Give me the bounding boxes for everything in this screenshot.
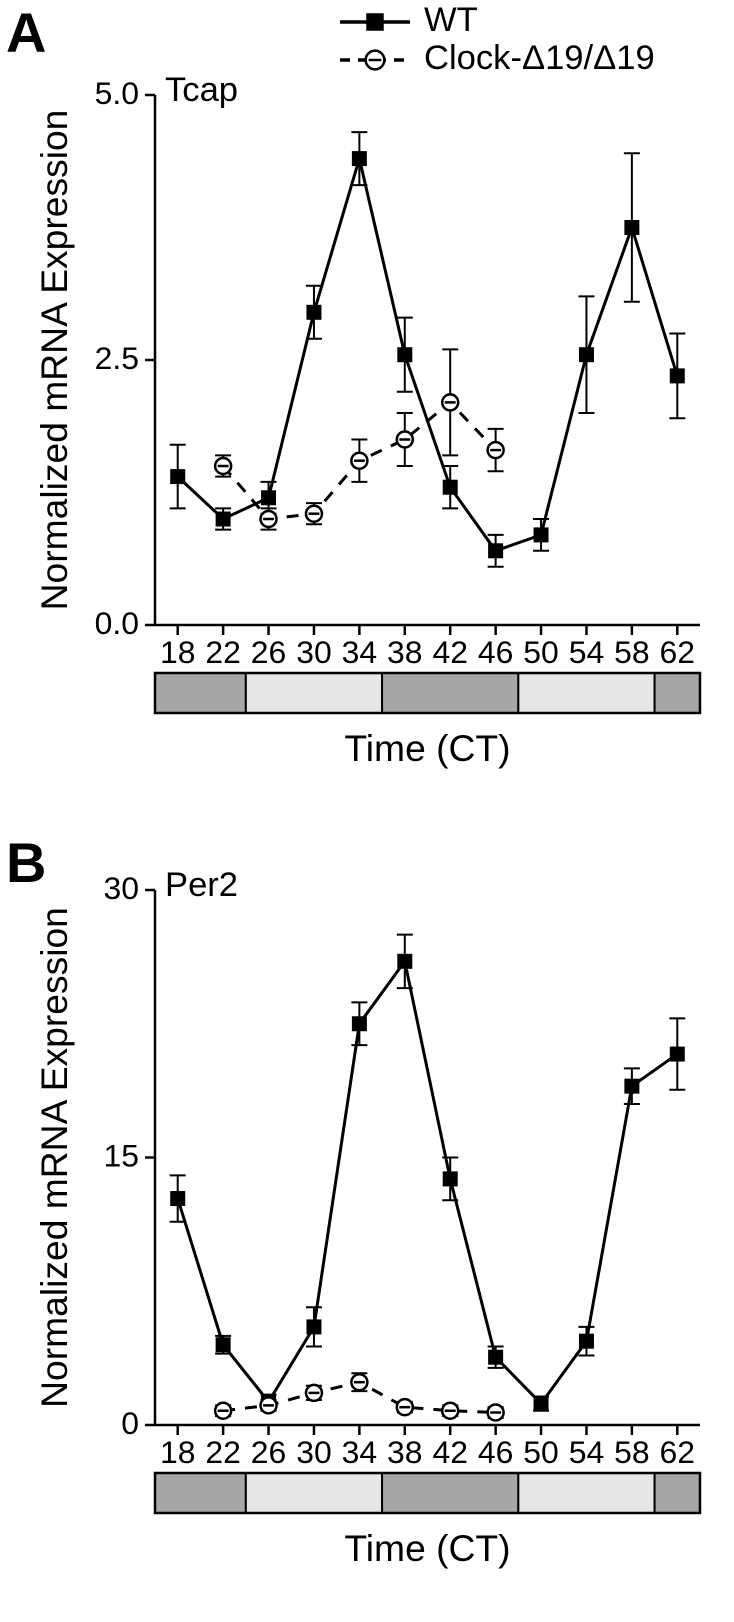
svg-text:42: 42 bbox=[432, 1434, 468, 1470]
y-axis-label: Normalized mRNA Expression bbox=[33, 907, 75, 1408]
svg-text:62: 62 bbox=[660, 1434, 696, 1470]
svg-text:18: 18 bbox=[160, 634, 196, 670]
svg-text:42: 42 bbox=[432, 634, 468, 670]
legend-label-0: WT bbox=[424, 1, 478, 39]
svg-text:62: 62 bbox=[660, 634, 696, 670]
svg-text:0.0: 0.0 bbox=[95, 605, 139, 641]
legend-label-1: Clock-Δ19/Δ19 bbox=[424, 39, 655, 77]
svg-text:54: 54 bbox=[569, 634, 605, 670]
series-WT bbox=[170, 132, 686, 567]
svg-text:0: 0 bbox=[121, 1405, 139, 1441]
figure-root: AWTClock-Δ19/Δ19Tcap0.02.55.018222630343… bbox=[0, 0, 734, 1622]
svg-text:18: 18 bbox=[160, 1434, 196, 1470]
svg-text:15: 15 bbox=[104, 1138, 140, 1174]
panel-label-A: A bbox=[6, 0, 46, 65]
svg-text:38: 38 bbox=[387, 634, 423, 670]
series-Clock-19-19 bbox=[215, 1373, 504, 1420]
svg-text:46: 46 bbox=[478, 1434, 514, 1470]
svg-text:22: 22 bbox=[205, 634, 241, 670]
gene-label: Per2 bbox=[165, 866, 238, 904]
svg-text:5.0: 5.0 bbox=[95, 75, 139, 111]
svg-text:50: 50 bbox=[523, 634, 559, 670]
svg-text:30: 30 bbox=[104, 870, 140, 906]
panel-A: A WTClock-Δ19/Δ19 Tcap 0.0 2.5 5.0 1822 2630 343… bbox=[0, 0, 734, 810]
svg-text:34: 34 bbox=[342, 634, 378, 670]
x-axis-label: Time (CT) bbox=[344, 1527, 510, 1569]
svg-text:54: 54 bbox=[569, 1434, 605, 1470]
svg-text:58: 58 bbox=[614, 634, 650, 670]
svg-text:50: 50 bbox=[523, 1434, 559, 1470]
y-axis-label: Normalized mRNA Expression bbox=[33, 110, 75, 611]
svg-text:30: 30 bbox=[296, 634, 332, 670]
svg-text:58: 58 bbox=[614, 1434, 650, 1470]
svg-text:30: 30 bbox=[296, 1434, 332, 1470]
gene-label: Tcap bbox=[165, 71, 238, 109]
svg-text:26: 26 bbox=[251, 1434, 287, 1470]
svg-text:38: 38 bbox=[387, 1434, 423, 1470]
svg-text:34: 34 bbox=[342, 1434, 378, 1470]
panel-label-B: B bbox=[6, 830, 46, 895]
svg-text:2.5: 2.5 bbox=[95, 340, 139, 376]
svg-text:26: 26 bbox=[251, 634, 287, 670]
svg-text:22: 22 bbox=[205, 1434, 241, 1470]
series-WT bbox=[170, 935, 686, 1412]
svg-text:46: 46 bbox=[478, 634, 514, 670]
panel-B: BPer201530182226303438424650545862Normal… bbox=[0, 830, 734, 1610]
x-axis-label: Time (CT) bbox=[344, 727, 510, 769]
